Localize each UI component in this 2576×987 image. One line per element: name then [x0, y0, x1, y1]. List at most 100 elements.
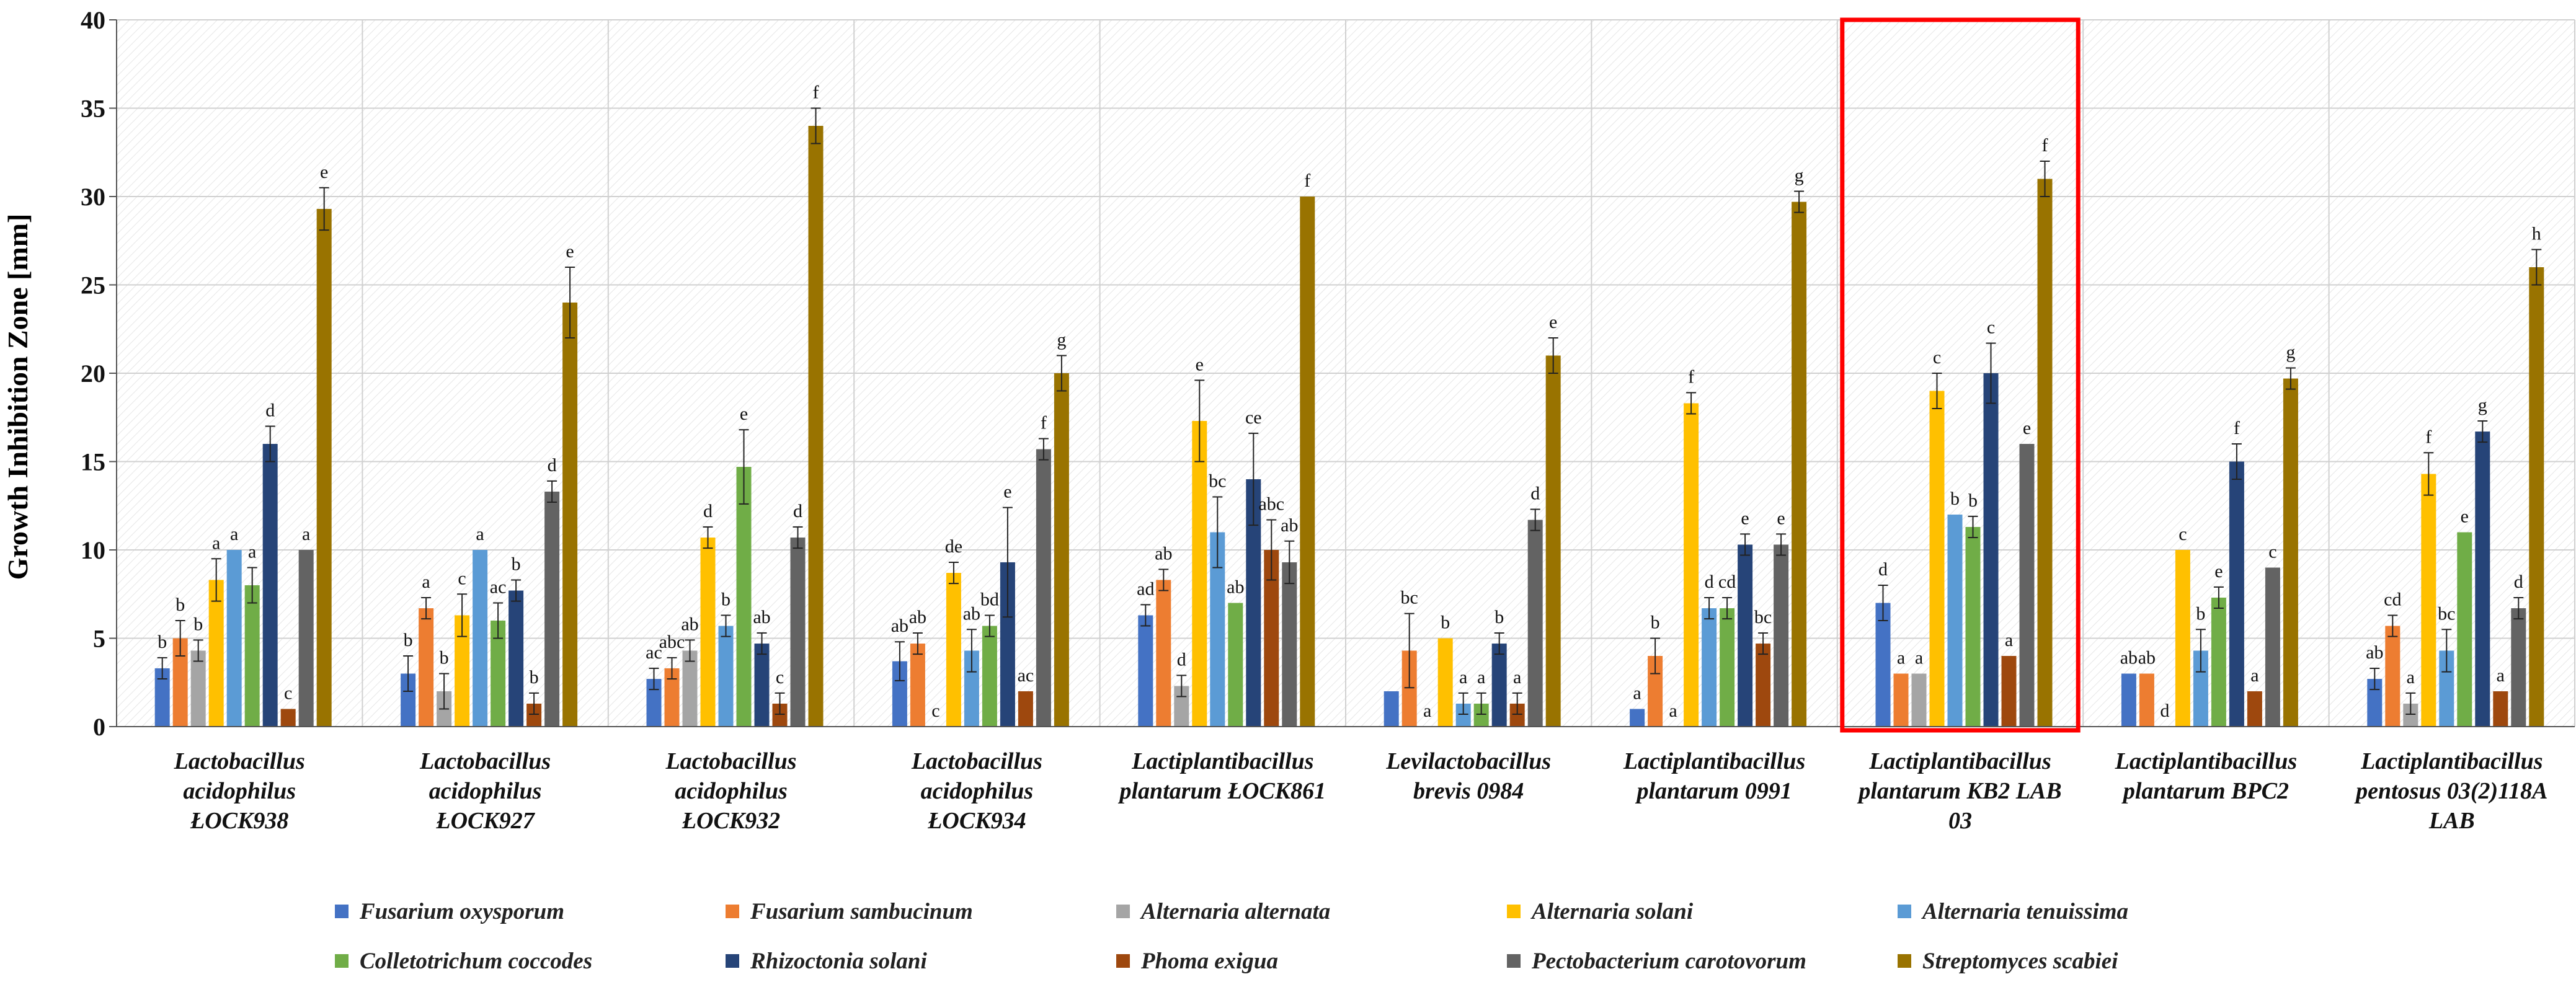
legend-label: Fusarium oxysporum	[360, 898, 565, 924]
legend-row: Colletotrichum coccodes Rhizoctonia solan…	[335, 936, 2443, 986]
y-tick-label: 40	[81, 6, 105, 34]
x-tick-label-line: Lactiplantibacillus	[1623, 748, 1805, 774]
data-label: ab	[753, 607, 770, 627]
legend-swatch	[335, 905, 349, 918]
data-label: ab	[2120, 648, 2138, 668]
data-label: b	[193, 614, 203, 634]
data-label: c	[776, 667, 784, 688]
data-label: e	[320, 162, 328, 182]
data-label: d	[703, 501, 713, 521]
bar	[2229, 461, 2244, 727]
bar	[316, 208, 332, 727]
x-tick-label: Lactobacillus acidophilus ŁOCK938	[174, 748, 305, 834]
bar	[1527, 520, 1543, 727]
data-label: e	[740, 404, 748, 424]
y-tick-label: 15	[81, 448, 105, 476]
bar	[1300, 197, 1315, 727]
bar	[509, 590, 524, 727]
x-tick-label-line: Lactobacillus	[665, 748, 796, 774]
legend-label: Alternaria solani	[1532, 898, 1694, 924]
y-tick-label: 5	[93, 625, 105, 653]
data-label: e	[2023, 418, 2031, 438]
data-label: b	[158, 632, 167, 652]
legend-item: Alternaria solani	[1507, 898, 1898, 925]
data-label: a	[1915, 648, 1923, 668]
bar	[1875, 603, 1891, 727]
bar	[244, 585, 260, 727]
data-label: h	[2532, 224, 2541, 244]
data-label: c	[2178, 524, 2187, 544]
data-label: c	[2268, 542, 2276, 562]
data-label: a	[1423, 701, 1431, 721]
legend-item: Fusarium oxysporum	[335, 898, 726, 925]
data-label: ab	[2138, 648, 2156, 668]
bar	[1545, 355, 1561, 727]
legend-item: Phoma exigua	[1116, 948, 1507, 975]
bar	[2211, 597, 2226, 727]
bar	[1036, 449, 1051, 727]
bar	[1018, 691, 1033, 727]
data-label: f	[2425, 427, 2432, 447]
bar	[1138, 615, 1153, 727]
bar	[700, 538, 716, 727]
bar	[2283, 378, 2298, 727]
x-tick-label-line: Lactiplantibacillus	[2115, 748, 2297, 774]
bar	[280, 709, 296, 727]
bar	[1282, 562, 1297, 727]
x-tick-label-line: Levilactobacillus	[1385, 748, 1551, 774]
legend-swatch	[1507, 905, 1521, 918]
data-label: e	[2214, 561, 2223, 582]
legend-label: Rhizoctonia solani	[750, 948, 927, 974]
bar	[1738, 544, 1753, 727]
data-label: f	[2042, 135, 2048, 156]
x-tick-label-line: Lactiplantibacillus	[1868, 748, 2051, 774]
y-tick-label: 25	[81, 272, 105, 299]
legend: Fusarium oxysporum Fusarium sambucinum Alt…	[335, 887, 2443, 986]
y-tick-label: 20	[81, 360, 105, 387]
x-tick-label: Levilactobacillus brevis 0984	[1385, 748, 1551, 804]
bar	[2001, 656, 2017, 727]
data-label: e	[1777, 508, 1785, 528]
bar	[2511, 608, 2526, 727]
bar	[1720, 608, 1735, 727]
data-label: e	[1003, 482, 1011, 502]
data-label: d	[1705, 572, 1714, 592]
data-label: bc	[1401, 588, 1418, 608]
data-label: ab	[909, 607, 926, 627]
legend-label: Alternaria alternata	[1141, 898, 1331, 924]
bar	[1774, 544, 1789, 727]
bar	[1965, 526, 1981, 727]
bar	[208, 580, 224, 727]
data-label: ab	[1281, 515, 1298, 536]
bar	[2037, 179, 2053, 727]
bar	[226, 550, 242, 727]
data-label: ab	[1155, 543, 1172, 564]
x-tick-label-line: plantarum BPC2	[2121, 778, 2289, 804]
x-tick-label-line: acidophilus	[921, 778, 1034, 804]
legend-label: Phoma exigua	[1141, 948, 1278, 974]
bar	[1156, 580, 1171, 727]
data-label: d	[1878, 559, 1888, 580]
highlight-rectangle	[1840, 17, 2081, 733]
data-label: d	[2514, 572, 2523, 592]
data-label: abc	[659, 632, 685, 652]
highlight-box	[1840, 17, 2081, 733]
data-label: a	[1513, 667, 1521, 688]
bar	[562, 303, 578, 727]
x-tick-label-line: plantarum 0991	[1635, 778, 1792, 804]
bar	[1192, 420, 1207, 727]
data-label: f	[2234, 418, 2240, 438]
x-tick-label-line: acidophilus	[429, 778, 542, 804]
data-label: e	[1196, 354, 1204, 374]
legend-item: Rhizoctonia solani	[726, 948, 1116, 975]
x-tick-label: Lactiplantibacillus plantarum KB2 LAB 03	[1857, 748, 2061, 834]
data-label: b	[530, 667, 539, 688]
bar	[2265, 567, 2280, 727]
data-label: a	[248, 542, 256, 562]
data-label: g	[2286, 342, 2295, 362]
legend-swatch	[726, 905, 739, 918]
data-label: ac	[646, 642, 662, 663]
bar	[1228, 603, 1243, 727]
data-label: ab	[963, 603, 980, 624]
